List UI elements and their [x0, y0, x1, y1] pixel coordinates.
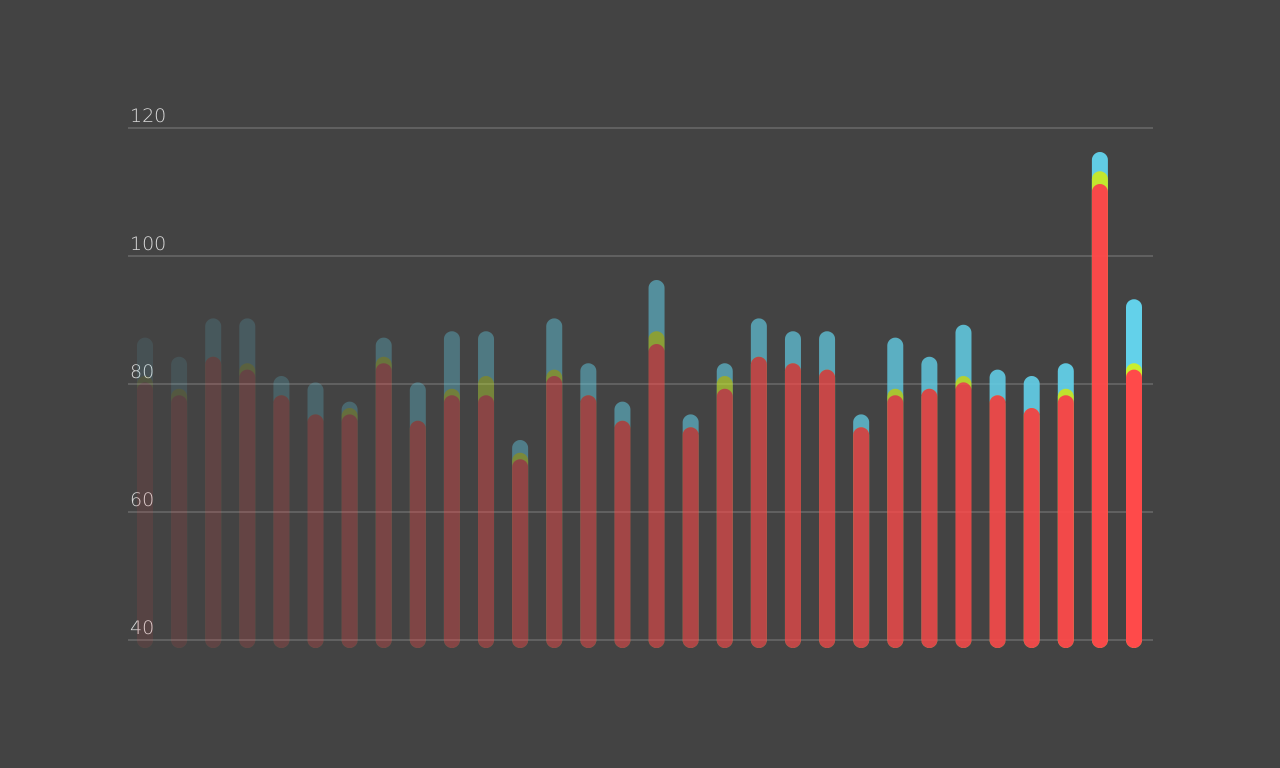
bar-middle-segment — [546, 369, 563, 648]
bar-group — [819, 331, 836, 648]
bar-base-segment — [921, 388, 938, 648]
bar-group — [307, 382, 324, 648]
y-tick-label: 120 — [130, 105, 166, 127]
bar-base-segment — [989, 395, 1006, 648]
bar-group — [921, 356, 938, 648]
bar-top-segment — [239, 318, 256, 648]
bar-base-segment — [784, 363, 801, 648]
bar-base-segment — [1091, 184, 1108, 648]
bar-base-segment — [409, 420, 426, 648]
bar-top-segment — [307, 382, 324, 648]
bar-base-segment — [273, 395, 290, 648]
bar-base-segment — [512, 459, 529, 648]
bar-base-segment — [887, 395, 904, 648]
bar-base-segment — [205, 356, 222, 648]
bar-group — [784, 331, 801, 648]
bar-base-segment — [341, 414, 358, 648]
bar-top-segment — [478, 331, 495, 648]
bars — [137, 152, 1142, 648]
bar-group — [614, 401, 631, 648]
bar-base-segment — [750, 356, 767, 648]
bar-middle-segment — [205, 356, 222, 648]
bar-top-segment — [512, 440, 529, 648]
bar-group — [375, 337, 392, 648]
bar-base-segment — [137, 382, 153, 648]
bar-top-segment — [443, 331, 460, 648]
bar-middle-segment — [171, 388, 188, 648]
bar-group — [853, 414, 870, 648]
bar-group — [171, 356, 188, 648]
y-axis-tick-labels: 120 100 80 60 40 — [130, 105, 166, 639]
bar-middle-segment — [341, 408, 358, 648]
bar-group — [887, 337, 904, 648]
bar-base-segment — [819, 369, 836, 648]
bar-middle-segment — [409, 420, 426, 648]
bar-base-segment — [614, 420, 631, 648]
bar-base-segment — [648, 344, 665, 648]
bar-group — [750, 318, 767, 648]
bar-group — [512, 440, 529, 648]
bar-group — [409, 382, 426, 648]
bar-group — [955, 324, 972, 648]
bar-middle-segment — [512, 452, 529, 648]
bar-group — [1057, 363, 1074, 648]
bar-base-segment — [682, 427, 699, 648]
bar-middle-segment — [307, 414, 324, 648]
bar-top-segment — [375, 337, 392, 648]
bar-group — [989, 369, 1006, 648]
bar-middle-segment — [580, 395, 597, 648]
bar-group — [205, 318, 222, 648]
bar-group — [716, 363, 733, 648]
bar-base-segment — [1126, 369, 1142, 648]
y-tick-label: 100 — [130, 233, 166, 255]
bar-base-segment — [955, 382, 972, 648]
bar-middle-segment — [478, 376, 495, 648]
bar-group — [546, 318, 563, 648]
bar-base-segment — [478, 395, 495, 648]
bar-group — [341, 401, 358, 648]
bar-group — [648, 280, 665, 648]
bar-base-segment — [546, 376, 563, 648]
bar-group — [239, 318, 256, 648]
bar-base-segment — [853, 427, 870, 648]
bar-base-segment — [580, 395, 597, 648]
bar-group — [273, 376, 290, 648]
bar-middle-segment — [375, 356, 392, 648]
bar-middle-segment — [273, 395, 290, 648]
y-tick-label: 80 — [130, 361, 154, 383]
y-tick-label: 40 — [130, 617, 154, 639]
bar-base-segment — [1057, 395, 1074, 648]
bar-middle-segment — [443, 388, 460, 648]
bar-base-segment — [375, 363, 392, 648]
bar-top-segment — [137, 337, 153, 648]
bar-group — [1091, 152, 1108, 648]
y-tick-label: 60 — [130, 489, 154, 511]
bar-group — [137, 337, 153, 648]
bar-base-segment — [716, 388, 733, 648]
gridlines — [128, 127, 1153, 641]
bar-top-segment — [273, 376, 290, 648]
bar-base-segment — [171, 395, 188, 648]
bar-top-segment — [205, 318, 222, 648]
bar-top-segment — [341, 401, 358, 648]
bar-middle-segment — [239, 363, 256, 648]
bar-base-segment — [1023, 408, 1040, 648]
bar-group — [478, 331, 495, 648]
bar-base-segment — [239, 369, 256, 648]
bar-top-segment — [546, 318, 563, 648]
bar-top-segment — [409, 382, 426, 648]
bar-base-segment — [443, 395, 460, 648]
bar-group — [682, 414, 699, 648]
bar-group — [1023, 376, 1040, 648]
bar-middle-segment — [137, 376, 153, 648]
bar-top-segment — [171, 356, 188, 648]
bar-group — [443, 331, 460, 648]
bar-base-segment — [307, 414, 324, 648]
bar-top-segment — [580, 363, 597, 648]
bar-group — [580, 363, 597, 648]
bar-group — [1126, 299, 1142, 648]
